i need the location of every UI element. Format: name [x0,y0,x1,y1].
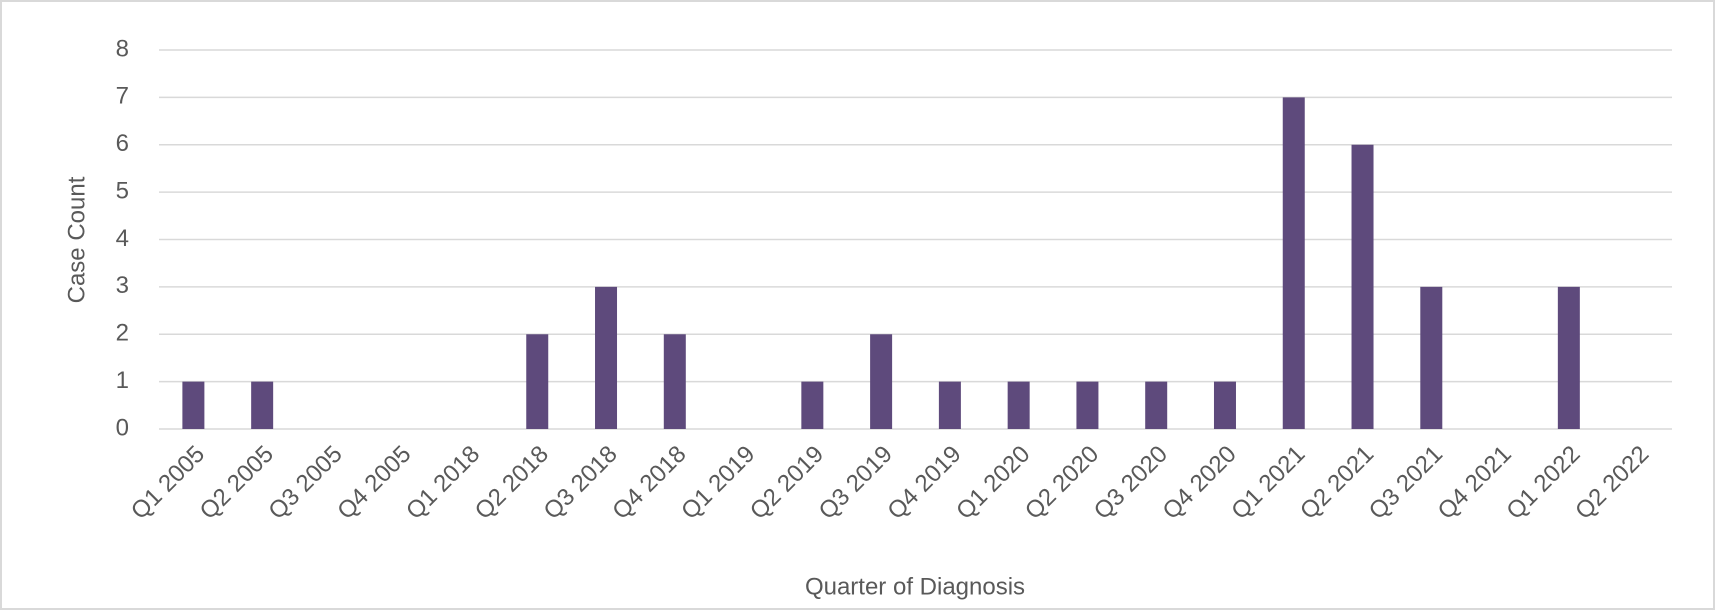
x-tick-label: Q1 2022 [1501,441,1585,525]
x-tick-label: Q4 2018 [607,441,691,525]
y-tick-label: 6 [116,130,129,157]
y-tick-label: 0 [116,414,129,441]
x-tick-label: Q3 2018 [539,441,623,525]
x-tick-label: Q2 2020 [1020,441,1104,525]
bar [182,381,205,429]
y-axis-label: Case Count [63,176,90,303]
bar [1351,144,1374,429]
x-tick-label: Q1 2020 [951,441,1035,525]
bar [938,381,961,429]
x-tick-label: Q4 2005 [332,441,416,525]
x-tick-label: Q1 2019 [676,441,760,525]
x-tick-label: Q3 2021 [1364,441,1448,525]
bar [251,381,274,429]
y-tick-label: 1 [116,367,129,394]
x-axis-label: Quarter of Diagnosis [805,573,1025,600]
x-tick-label: Q4 2019 [882,441,966,525]
bar [1282,97,1305,429]
x-tick-label: Q2 2019 [745,441,829,525]
x-tick-label: Q1 2021 [1226,441,1310,525]
x-tick-label: Q3 2019 [814,441,898,525]
x-tick-label: Q1 2018 [401,441,485,525]
y-tick-label: 3 [116,272,129,299]
y-tick-label: 7 [116,83,129,110]
x-tick-label: Q1 2005 [126,441,210,525]
y-tick-label: 5 [116,177,129,204]
x-tick-label: Q3 2005 [263,441,347,525]
bar [1213,381,1236,429]
x-tick-label: Q2 2021 [1295,441,1379,525]
bar [1557,286,1580,429]
y-tick-label: 8 [116,35,129,62]
bar [526,334,549,429]
bar [1007,381,1030,429]
x-tick-label: Q2 2018 [470,441,554,525]
bar [1420,286,1443,429]
bar [595,286,618,429]
bar [1076,381,1099,429]
bar [663,334,686,429]
bar [801,381,824,429]
x-tick-label: Q4 2021 [1433,441,1517,525]
bar [1145,381,1168,429]
x-tick-label: Q4 2020 [1158,441,1242,525]
x-tick-label: Q2 2022 [1570,441,1654,525]
y-tick-label: 4 [116,225,129,252]
bar [870,334,893,429]
x-tick-label: Q3 2020 [1089,441,1173,525]
y-tick-label: 2 [116,320,129,347]
x-tick-label: Q2 2005 [195,441,279,525]
